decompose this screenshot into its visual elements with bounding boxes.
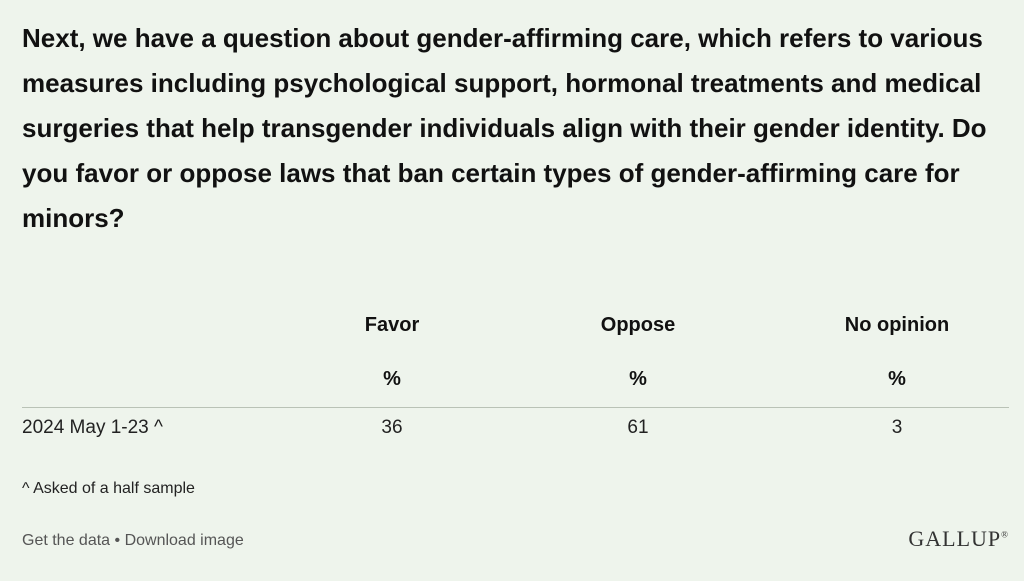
footer-links: Get the data • Download image bbox=[22, 532, 244, 550]
unit-oppose: % bbox=[629, 368, 647, 390]
registered-mark: ® bbox=[1001, 529, 1008, 540]
column-header-no-opinion: No opinion bbox=[844, 314, 950, 336]
download-image-link[interactable]: Download image bbox=[124, 532, 244, 549]
row-label: 2024 May 1-23 ^ bbox=[22, 417, 163, 438]
unit-favor: % bbox=[383, 368, 401, 390]
footnote: ^ Asked of a half sample bbox=[22, 480, 195, 497]
column-header-favor: Favor bbox=[364, 314, 420, 336]
logo-text: GALLUP bbox=[908, 526, 1002, 551]
table-divider bbox=[22, 407, 1009, 408]
column-header-oppose: Oppose bbox=[600, 314, 676, 336]
cell-oppose: 61 bbox=[627, 417, 649, 438]
footer-separator: • bbox=[110, 532, 125, 549]
get-the-data-link[interactable]: Get the data bbox=[22, 532, 111, 549]
cell-favor: 36 bbox=[381, 417, 403, 438]
cell-no-opinion: 3 bbox=[891, 417, 903, 438]
chart-title: Next, we have a question about gender-af… bbox=[22, 23, 987, 233]
gallup-logo: GALLUP® bbox=[908, 526, 1008, 552]
unit-no-opinion: % bbox=[888, 368, 906, 390]
